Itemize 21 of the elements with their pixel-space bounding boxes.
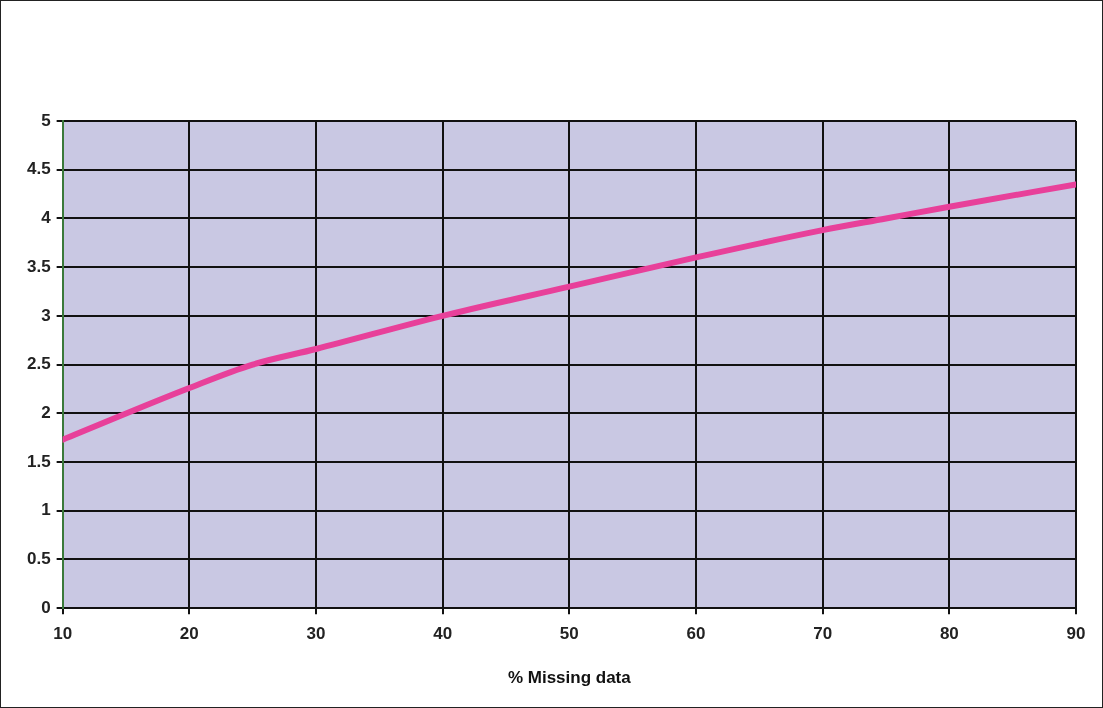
x-tick-label: 60 [686,624,706,644]
y-tick-label: 1.5 [26,451,51,471]
x-tick-label: 10 [53,624,73,644]
y-tick-label: 2.5 [26,354,51,374]
y-tick-label: 1 [41,500,51,520]
y-tick-label: 2 [41,403,51,423]
x-tick-label: 40 [433,624,453,644]
x-tick-label: 80 [939,624,959,644]
x-tick-label: 20 [179,624,199,644]
x-tick-label: 90 [1066,624,1086,644]
y-tick-label: 0.5 [26,549,51,569]
x-tick-label: 30 [306,624,326,644]
x-tick-label: 50 [559,624,579,644]
y-tick-label: 4 [41,208,52,228]
x-tick-label: 70 [813,624,833,644]
y-tick-label: 3 [41,305,51,325]
y-tick-label: 4.5 [26,159,51,179]
y-tick-label: 5 [41,110,51,130]
x-axis-title: % Missing data [507,668,632,688]
y-tick-label: 0 [41,597,51,617]
y-tick-label: 3.5 [26,256,51,276]
